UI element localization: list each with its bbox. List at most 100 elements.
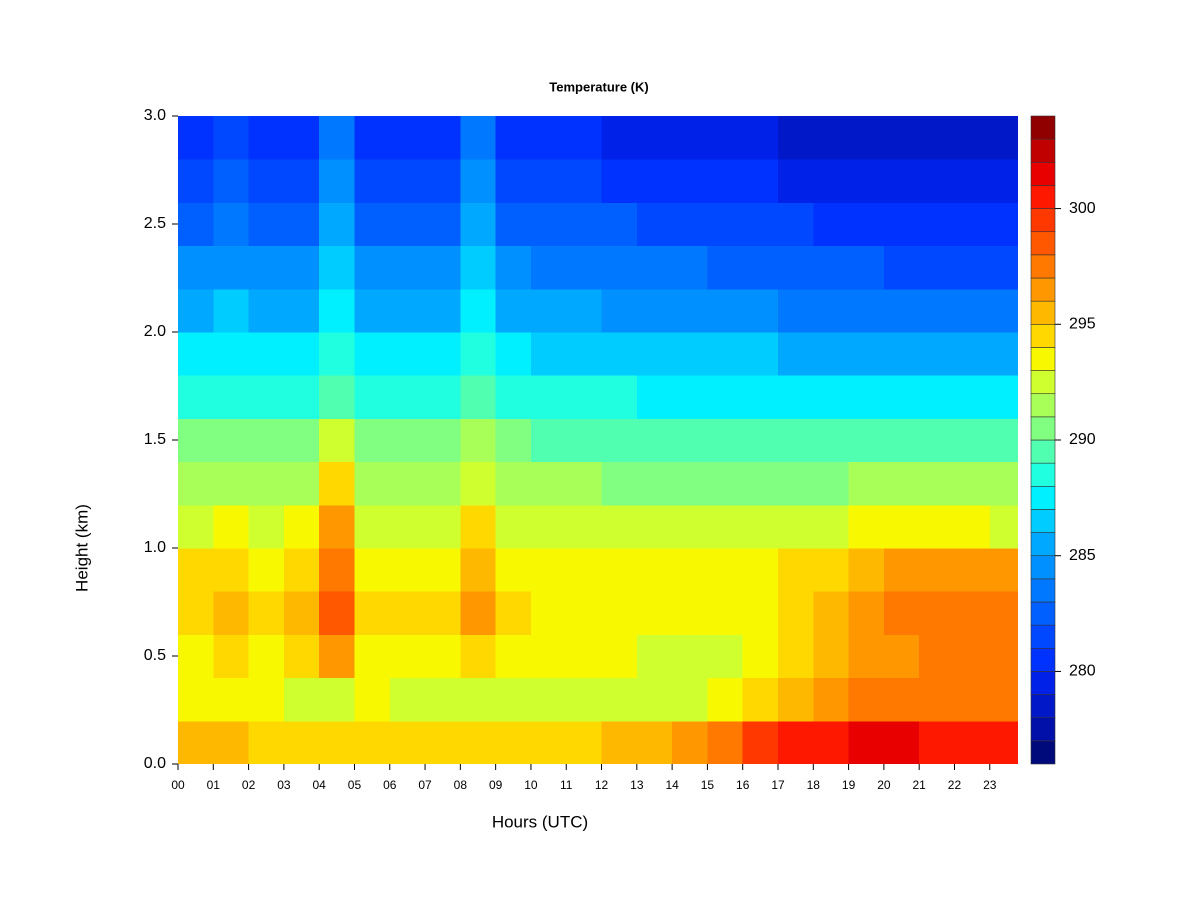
heat-cell — [248, 461, 285, 506]
heat-cell — [883, 288, 920, 333]
heat-cell — [248, 548, 285, 592]
heat-cell — [883, 677, 920, 722]
x-tick-label: 22 — [948, 778, 962, 792]
heat-cell — [495, 634, 532, 679]
heat-cell — [283, 245, 320, 290]
heat-cell — [778, 202, 814, 247]
heat-cell — [601, 375, 638, 419]
heat-cell — [566, 504, 603, 549]
x-tick-label: 17 — [771, 778, 785, 792]
heat-cell — [248, 677, 285, 722]
colorbar-box — [1030, 416, 1056, 441]
heat-cell — [425, 504, 461, 549]
colorbar-box — [1030, 208, 1056, 233]
heat-cell — [989, 720, 1018, 764]
heat-cell — [354, 634, 391, 679]
heat-cell — [389, 159, 426, 203]
heat-cell — [354, 418, 391, 463]
heat-cell — [848, 720, 885, 764]
heat-cell — [425, 548, 461, 592]
heat-cell — [636, 375, 673, 419]
heat-cell — [354, 677, 391, 722]
heat-cell — [813, 720, 850, 764]
heat-cell — [566, 375, 603, 419]
x-tick-label: 16 — [736, 778, 750, 792]
x-tick-label: 15 — [701, 778, 715, 792]
heat-cell — [672, 418, 708, 463]
heat-cell — [460, 461, 497, 506]
heat-cell — [566, 677, 603, 722]
colorbar-box — [1030, 694, 1056, 719]
y-tick-label: 3.0 — [144, 107, 166, 124]
heat-cell — [954, 591, 991, 635]
heat-cell — [601, 548, 638, 592]
heat-cell — [213, 720, 250, 764]
heat-cell — [178, 375, 214, 419]
x-tick-label: 06 — [383, 778, 397, 792]
heat-cell — [778, 548, 814, 592]
heat-cell — [354, 288, 391, 333]
heat-cell — [283, 288, 320, 333]
heat-cell — [707, 375, 744, 419]
heat-cell — [530, 159, 567, 203]
heat-cell — [389, 116, 426, 160]
heat-cell — [425, 677, 461, 722]
heat-cell — [672, 461, 708, 506]
heat-cell — [495, 548, 532, 592]
heat-cell — [248, 288, 285, 333]
heat-cell — [989, 245, 1018, 290]
heat-cell — [460, 288, 497, 333]
heat-cell — [601, 677, 638, 722]
heat-cell — [707, 332, 744, 376]
heat-cell — [813, 202, 850, 247]
heat-cell — [813, 159, 850, 203]
heat-cell — [178, 461, 214, 506]
heat-cell — [813, 116, 850, 160]
heat-cell — [601, 332, 638, 376]
y-tick-label: 1.0 — [144, 539, 166, 556]
heat-cell — [989, 504, 1018, 549]
heat-cell — [389, 418, 426, 463]
heat-cell — [601, 591, 638, 635]
colorbar-box — [1030, 578, 1056, 603]
heat-cell — [954, 116, 991, 160]
heat-cell — [319, 202, 355, 247]
heat-cell — [954, 245, 991, 290]
heat-cell — [813, 288, 850, 333]
heat-cell — [954, 159, 991, 203]
heat-cell — [530, 677, 567, 722]
heat-cell — [495, 159, 532, 203]
heat-cell — [919, 720, 955, 764]
heat-cell — [566, 159, 603, 203]
heat-cell — [566, 418, 603, 463]
heat-cell — [354, 245, 391, 290]
heat-cell — [319, 591, 355, 635]
heat-cell — [566, 720, 603, 764]
heat-cell — [883, 504, 920, 549]
heat-cell — [672, 548, 708, 592]
heat-cell — [707, 591, 744, 635]
heat-cell — [566, 591, 603, 635]
colorbar-box — [1030, 347, 1056, 371]
heat-cell — [989, 548, 1018, 592]
x-tick-label: 02 — [242, 778, 256, 792]
y-tick-label: 1.5 — [144, 431, 166, 448]
heat-cell — [919, 332, 955, 376]
heat-cell — [848, 591, 885, 635]
heat-cell — [919, 245, 955, 290]
heat-cell — [813, 591, 850, 635]
heat-cell — [989, 375, 1018, 419]
heat-cell — [954, 288, 991, 333]
heat-cell — [495, 288, 532, 333]
heat-cell — [530, 591, 567, 635]
heat-cell — [954, 461, 991, 506]
heat-cell — [707, 634, 744, 679]
heat-cell — [601, 159, 638, 203]
heat-cell — [672, 720, 708, 764]
heat-cell — [566, 461, 603, 506]
colorbar-box — [1030, 161, 1056, 186]
heat-cell — [248, 418, 285, 463]
heat-cell — [495, 332, 532, 376]
heat-cell — [460, 375, 497, 419]
heat-cell — [213, 461, 250, 506]
